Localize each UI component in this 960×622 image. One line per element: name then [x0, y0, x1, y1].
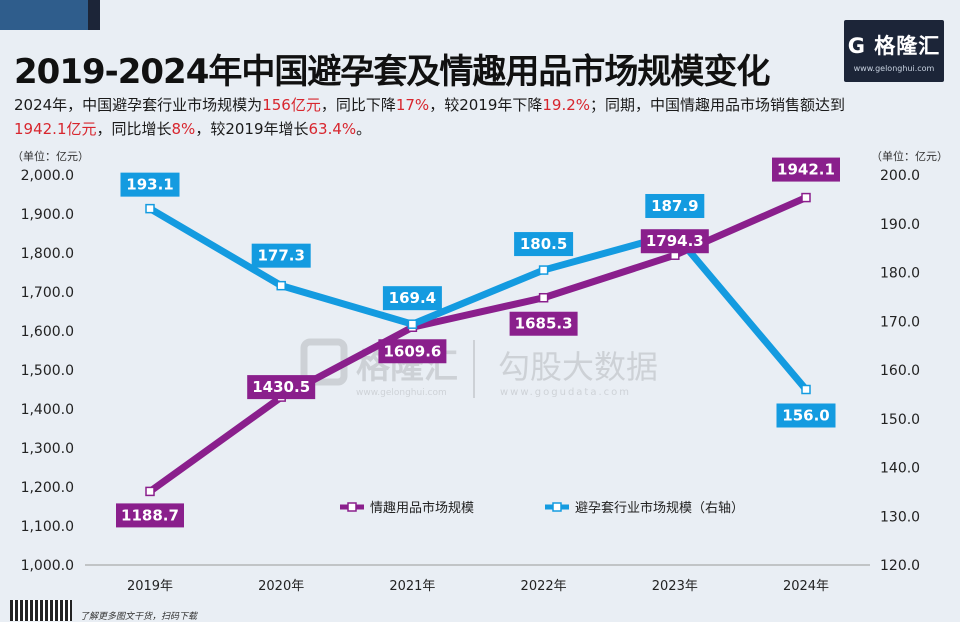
- right-axis-tick-label: 200.0: [880, 168, 920, 184]
- legend-label: 避孕套行业市场规模（右轴）: [575, 500, 744, 516]
- data-point-marker: [407, 319, 418, 329]
- watermark: 格隆汇 www.gelonghui.com 勾股大数据 www.gogudata…: [300, 338, 658, 398]
- brand-logo-url: www.gelonghui.com: [853, 64, 935, 73]
- x-axis-tick-label: 2023年: [652, 579, 698, 594]
- subtitle-highlight: 156亿元: [262, 96, 321, 114]
- chart-subtitle: 2024年，中国避孕套行业市场规模为156亿元，同比下降17%，较2019年下降…: [14, 93, 864, 141]
- data-label-box: [247, 375, 316, 400]
- subtitle-text: ，较2019年下降: [429, 96, 543, 114]
- data-label: 193.1: [126, 176, 173, 194]
- left-axis-tick-label: 1,300.0: [21, 441, 74, 457]
- subtitle-highlight: 1942.1亿元: [14, 120, 97, 138]
- data-label-box: [645, 193, 705, 218]
- left-axis-tick-label: 1,600.0: [21, 324, 74, 340]
- watermark-left-url: www.gelonghui.com: [356, 388, 447, 398]
- right-axis-unit: （单位：亿元）: [871, 149, 948, 163]
- subtitle-highlight: 63.4%: [308, 120, 357, 138]
- data-label: 169.4: [389, 289, 436, 307]
- chart-title: 2019-2024年中国避孕套及情趣用品市场规模变化: [14, 52, 770, 92]
- legend-swatch-marker: [552, 502, 562, 512]
- data-point-marker: [276, 280, 286, 291]
- brand-logo: G 格隆汇 www.gelonghui.com: [844, 20, 944, 82]
- left-axis-tick-label: 2,000.0: [21, 168, 74, 184]
- right-axis-tick-label: 140.0: [880, 461, 920, 477]
- data-label: 156.0: [782, 407, 829, 425]
- data-label-box: [509, 311, 578, 336]
- data-point-marker: [145, 203, 155, 214]
- data-point-marker: [145, 486, 155, 497]
- chart-legend: 情趣用品市场规模 避孕套行业市场规模（右轴）: [340, 500, 744, 516]
- top-accent-inner: [0, 0, 88, 30]
- right-axis-tick-label: 120.0: [880, 558, 920, 574]
- series-line-condoms: [146, 205, 810, 393]
- data-label-box: [772, 157, 840, 182]
- x-axis-tick-label: 2024年: [783, 579, 829, 594]
- right-axis-tick-label: 160.0: [880, 363, 920, 379]
- left-axis-tick-label: 1,900.0: [21, 207, 74, 223]
- data-label: 187.9: [651, 197, 698, 215]
- data-label: 1188.7: [121, 506, 179, 524]
- subtitle-text: ，同比下降: [320, 96, 396, 114]
- data-label-box: [116, 503, 184, 528]
- subtitle-highlight: 19.2%: [542, 96, 591, 114]
- data-label-box: [382, 286, 442, 311]
- qr-code: [10, 600, 72, 621]
- left-axis-unit: （单位：亿元）: [12, 149, 89, 163]
- watermark-right-url: www.gogudata.com: [500, 387, 631, 398]
- data-point-marker: [801, 192, 811, 203]
- data-label: 1609.6: [383, 342, 441, 360]
- data-label: 1685.3: [515, 315, 573, 333]
- left-axis-tick-label: 1,200.0: [21, 480, 74, 496]
- data-label-box: [120, 172, 180, 197]
- data-label: 180.5: [520, 235, 567, 253]
- x-axis-tick-label: 2019年: [127, 579, 173, 594]
- right-axis-tick-label: 130.0: [880, 509, 920, 525]
- top-accent-bar: [0, 0, 100, 30]
- left-axis-tick-label: 1,700.0: [21, 285, 74, 301]
- data-label: 1430.5: [252, 378, 310, 396]
- data-point-marker: [538, 265, 549, 275]
- data-label-box: [776, 403, 836, 428]
- watermark-right-text: 勾股大数据: [498, 348, 658, 386]
- brand-logo-name: G 格隆汇: [847, 34, 941, 58]
- left-axis-tick-label: 1,800.0: [21, 246, 74, 262]
- data-label-box: [640, 229, 709, 254]
- right-axis-tick-label: 180.0: [880, 266, 920, 282]
- subtitle-highlight: 17%: [395, 96, 430, 114]
- subtitle-text: ，同比增长: [96, 120, 172, 138]
- legend-label: 情趣用品市场规模: [370, 500, 474, 516]
- x-axis-tick-label: 2021年: [389, 579, 435, 594]
- subtitle-text: ，较2019年增长: [195, 120, 309, 138]
- right-axis-tick-label: 170.0: [880, 314, 920, 330]
- left-axis-tick-label: 1,100.0: [21, 519, 74, 535]
- data-label-box: [251, 243, 311, 268]
- subtitle-highlight: 8%: [171, 120, 196, 138]
- x-axis-tick-label: 2022年: [521, 579, 567, 594]
- data-label: 1942.1: [777, 161, 835, 179]
- data-label-box: [378, 339, 447, 364]
- left-axis-tick-label: 1,400.0: [21, 402, 74, 418]
- footer-text: 了解更多图文干货，扫码下载: [80, 612, 198, 622]
- subtitle-text: 2024年，中国避孕套行业市场规模为: [14, 96, 263, 114]
- right-axis-tick-label: 190.0: [880, 217, 920, 233]
- x-axis-tick-label: 2020年: [258, 579, 304, 594]
- left-axis-tick-label: 1,500.0: [21, 363, 74, 379]
- data-point-marker: [538, 292, 549, 303]
- data-label-box: [514, 232, 574, 257]
- left-axis-tick-label: 1,000.0: [21, 558, 74, 574]
- subtitle-text: 。: [356, 120, 372, 138]
- right-axis-tick-label: 150.0: [880, 412, 920, 428]
- data-label: 177.3: [257, 247, 304, 265]
- legend-swatch-marker: [347, 502, 357, 512]
- data-point-marker: [801, 384, 811, 395]
- data-label: 1794.3: [646, 232, 704, 250]
- subtitle-text: ；同期，中国情趣用品市场销售额达到: [590, 96, 846, 114]
